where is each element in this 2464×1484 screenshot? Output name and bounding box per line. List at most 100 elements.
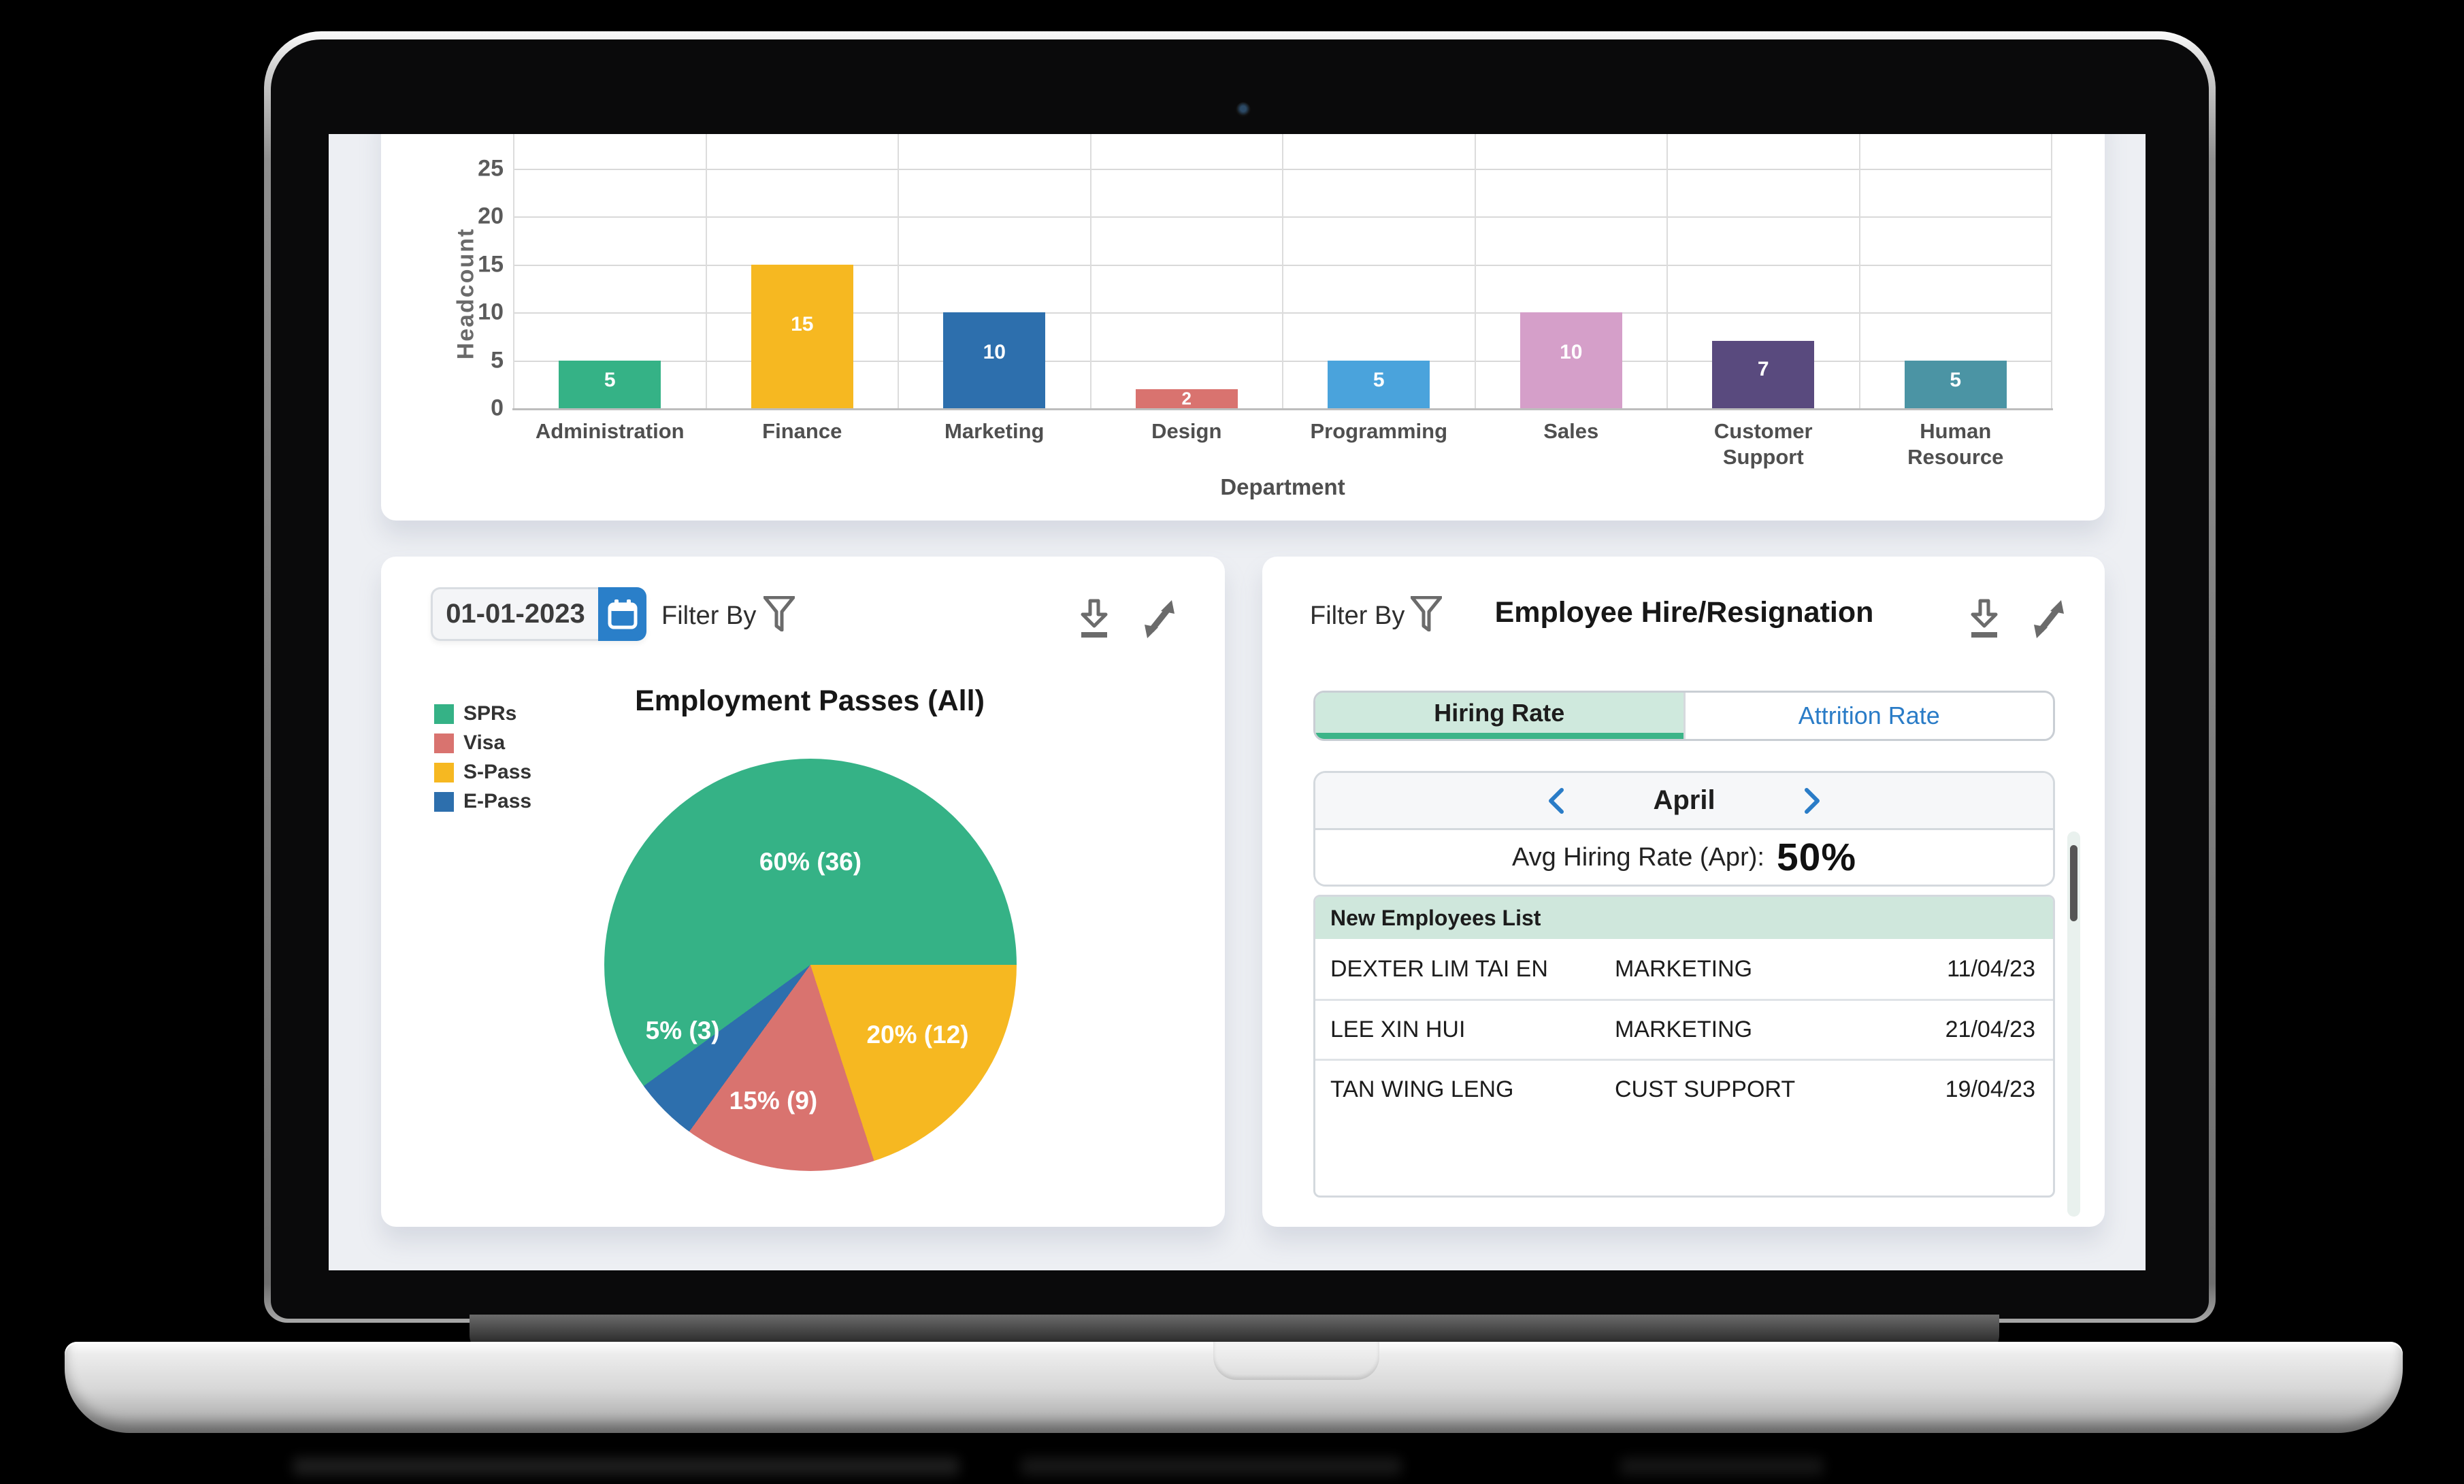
legend-label: Visa xyxy=(463,731,506,754)
filter-by-label: Filter By xyxy=(661,601,757,630)
x-tick-label: Sales xyxy=(1543,419,1599,443)
expand-icon[interactable] xyxy=(2031,599,2067,640)
x-tick-label: Customer Support xyxy=(1713,419,1813,469)
gridline xyxy=(2051,134,2052,408)
calendar-icon xyxy=(608,599,637,629)
download-icon[interactable] xyxy=(1077,599,1112,640)
bar-human-resource[interactable]: 5 xyxy=(1904,360,2007,408)
prev-month-chevron-icon[interactable] xyxy=(1547,787,1564,814)
x-tick-label: Marketing xyxy=(944,419,1045,443)
employee-hire-date: 21/04/23 xyxy=(1945,1017,2035,1042)
avg-hiring-rate-label: Avg Hiring Rate (Apr): xyxy=(1511,842,1764,872)
y-tick-label: 25 xyxy=(478,155,504,182)
bar-value-label: 5 xyxy=(1373,369,1385,392)
hire-resignation-card: Filter By Employee Hire/Resignation Hiri… xyxy=(1262,557,2105,1227)
y-axis-title: Headcount xyxy=(453,227,479,360)
tab-attrition-rate[interactable]: Attrition Rate xyxy=(1683,693,2054,739)
bar-marketing[interactable]: 10 xyxy=(943,312,1046,408)
x-axis-line xyxy=(512,408,2053,410)
bar-value-label: 5 xyxy=(1950,369,1962,392)
pie-slice-label-s-pass: 20% (12) xyxy=(866,1021,969,1049)
calendar-button[interactable] xyxy=(598,587,646,641)
y-tick-label: 20 xyxy=(478,203,504,229)
filter-funnel-icon[interactable] xyxy=(763,596,795,631)
employee-department: MARKETING xyxy=(1615,1017,1753,1042)
employee-department: CUST SUPPORT xyxy=(1615,1076,1796,1102)
scrollbar-track[interactable] xyxy=(2067,831,2080,1217)
filter-by-label: Filter By xyxy=(1310,601,1405,630)
desk-reflection xyxy=(1021,1457,1402,1475)
bar-value-label: 7 xyxy=(1757,357,1769,380)
legend-swatch xyxy=(434,762,454,782)
x-axis-title: Department xyxy=(1220,474,1345,499)
bar-programming[interactable]: 5 xyxy=(1328,360,1430,408)
next-month-chevron-icon[interactable] xyxy=(1804,787,1822,814)
employee-name: LEE XIN HUI xyxy=(1330,1017,1466,1042)
download-icon[interactable] xyxy=(1967,599,2002,640)
table-row[interactable]: TAN WING LENG CUST SUPPORT 19/04/23 xyxy=(1315,1059,2053,1119)
table-header: New Employees List xyxy=(1315,897,2053,939)
laptop-lid-notch xyxy=(1213,1342,1379,1380)
bar-plot-area xyxy=(513,134,2052,408)
employment-passes-pie xyxy=(604,759,1017,1171)
y-tick-label: 15 xyxy=(478,251,504,278)
y-tick-label: 10 xyxy=(478,299,504,325)
hire-card-title: Employee Hire/Resignation xyxy=(1494,596,1874,629)
bar-administration[interactable]: 5 xyxy=(559,360,661,408)
headcount-chart-card: Headcount 0 5 10 15 20 25 5 15 10 2 5 10 7 5 Adminis… xyxy=(381,134,2105,521)
month-label: April xyxy=(1653,785,1715,815)
bar-sales[interactable]: 10 xyxy=(1520,312,1622,408)
legend-item-sprs: SPRs xyxy=(434,702,516,725)
x-tick-label: Administration xyxy=(535,419,685,443)
desk-reflection xyxy=(1620,1457,1824,1475)
scrollbar-thumb[interactable] xyxy=(2070,845,2077,921)
table-row[interactable]: DEXTER LIM TAI EN MARKETING 11/04/23 xyxy=(1315,939,2053,999)
month-stats-box: April Avg Hiring Rate (Apr): 50% xyxy=(1313,771,2055,887)
dashboard-screen: Headcount 0 5 10 15 20 25 5 15 10 2 5 10 7 5 Adminis… xyxy=(329,134,2146,1270)
legend-label: S-Pass xyxy=(463,761,532,783)
x-tick-label: Finance xyxy=(762,419,842,443)
tab-hiring-rate[interactable]: Hiring Rate xyxy=(1315,693,1683,739)
bar-design[interactable]: 2 xyxy=(1135,388,1238,409)
bar-value-label: 2 xyxy=(1181,388,1192,409)
gridline xyxy=(513,134,514,408)
employee-name: TAN WING LENG xyxy=(1330,1076,1514,1102)
employee-name: DEXTER LIM TAI EN xyxy=(1330,955,1548,982)
legend-item-e-pass: E-Pass xyxy=(434,790,531,813)
gridline xyxy=(1474,134,1476,408)
legend-label: SPRs xyxy=(463,702,517,725)
bar-customer-support[interactable]: 7 xyxy=(1712,341,1815,408)
gridline xyxy=(1858,134,1860,408)
filter-funnel-icon[interactable] xyxy=(1411,596,1442,631)
employee-hire-date: 11/04/23 xyxy=(1947,955,2035,982)
employee-department: MARKETING xyxy=(1615,955,1753,982)
bar-finance[interactable]: 15 xyxy=(751,264,853,408)
bar-value-label: 15 xyxy=(791,313,814,336)
legend-item-visa: Visa xyxy=(434,731,505,755)
employment-passes-card: 01-01-2023 Filter By SPRs Visa S-Pass E-P xyxy=(381,557,1225,1227)
gridline xyxy=(1666,134,1668,408)
gridline xyxy=(1282,134,1283,408)
gridline xyxy=(705,134,707,408)
legend-swatch xyxy=(434,704,454,724)
legend-swatch xyxy=(434,733,454,753)
pie-slice-label-visa: 15% (9) xyxy=(729,1086,818,1115)
avg-hiring-rate-row: Avg Hiring Rate (Apr): 50% xyxy=(1315,830,2053,885)
legend-swatch xyxy=(434,791,454,812)
date-picker[interactable]: 01-01-2023 xyxy=(431,587,646,641)
x-tick-label: Human Resource xyxy=(1907,419,2004,469)
laptop-base xyxy=(65,1342,2403,1433)
x-tick-label: Design xyxy=(1151,419,1222,443)
gridline xyxy=(898,134,899,408)
x-tick-label: Programming xyxy=(1310,419,1448,443)
legend-label: E-Pass xyxy=(463,790,532,812)
y-tick-label: 0 xyxy=(491,395,504,421)
gridline xyxy=(1089,134,1091,408)
date-input[interactable]: 01-01-2023 xyxy=(431,587,598,641)
expand-icon[interactable] xyxy=(1142,599,1177,640)
bar-value-label: 10 xyxy=(983,341,1006,364)
bar-value-label: 5 xyxy=(604,369,616,392)
pie-chart-title: Employment Passes (All) xyxy=(635,685,985,717)
table-row[interactable]: LEE XIN HUI MARKETING 21/04/23 xyxy=(1315,999,2053,1059)
webcam xyxy=(1236,102,1251,117)
